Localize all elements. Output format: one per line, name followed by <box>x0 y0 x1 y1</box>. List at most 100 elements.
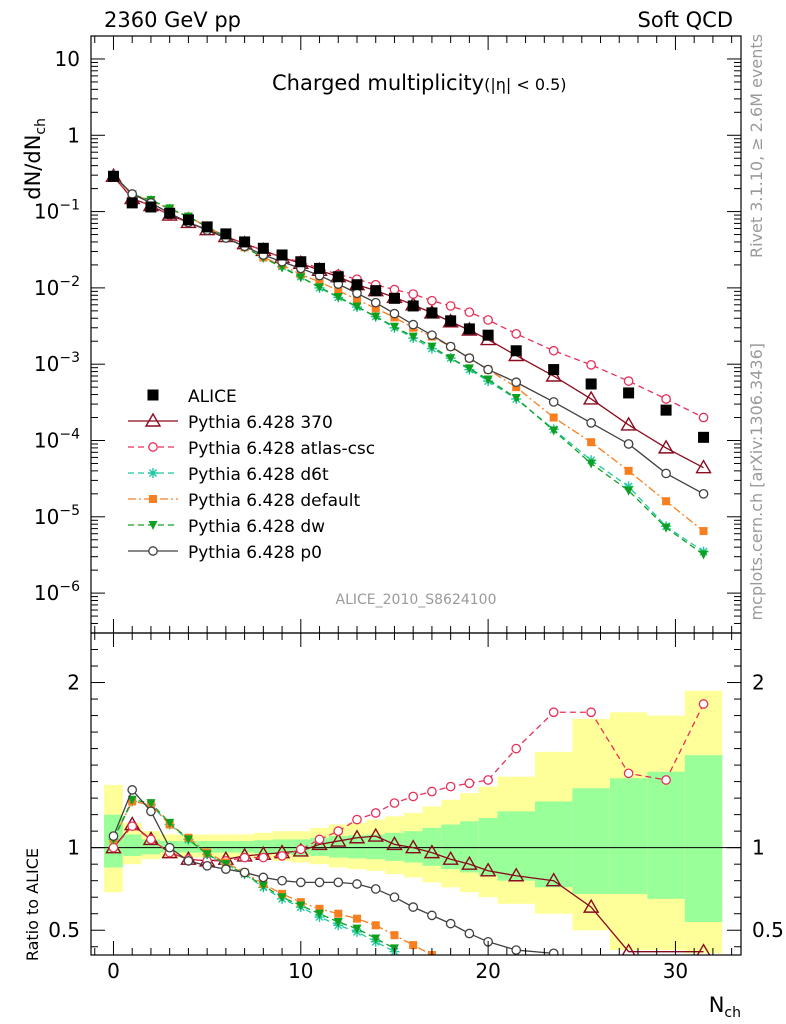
main-series-2-point <box>445 301 456 311</box>
main-series-0-point <box>426 307 438 319</box>
legend-marker <box>148 468 158 478</box>
main-series-2-point <box>586 360 596 370</box>
ratio-series-5-point <box>202 850 212 860</box>
ratio-series-2-point <box>483 775 493 785</box>
main-series-4-point <box>512 383 521 392</box>
x-axis-label-sub: ch <box>724 1005 741 1021</box>
legend-label: ALICE <box>188 387 237 407</box>
ratio-y-tick-label-left: 0.5 <box>48 918 80 942</box>
ratio-panel-frame <box>90 632 742 956</box>
main-y-tick-label-base: 10 <box>55 47 80 71</box>
x-tick-label: 0 <box>107 959 120 983</box>
main-y-tick-label-exp: −2 <box>59 274 80 290</box>
legend-label: Pythia 6.428 d6t <box>188 465 329 485</box>
main-series-5-point <box>408 332 418 342</box>
main-y-axis-label-text: dN/dN <box>21 135 45 200</box>
ratio-series-6-point <box>221 864 231 874</box>
ratio-series-4-point <box>409 941 418 950</box>
main-series-1-point <box>657 439 675 454</box>
ratio-series-5-point <box>352 924 362 934</box>
ratio-y-tick-label-right: 1 <box>752 836 765 860</box>
legend-entry-4: Pythia 6.428 default <box>128 491 361 511</box>
main-series-5-point <box>464 364 474 374</box>
main-series-5-point <box>296 273 306 283</box>
main-series-2-point <box>623 376 634 386</box>
ratio-series-2-point <box>586 707 596 718</box>
main-series-5-point <box>427 342 437 352</box>
legend-label: Pythia 6.428 atlas-csc <box>188 439 375 459</box>
main-series-0 <box>107 170 710 443</box>
main-y-axis-label-sub: ch <box>33 118 49 135</box>
main-series-5-point <box>315 283 325 293</box>
main-y-tick-label: 10−3 <box>34 350 80 376</box>
ratio-series-2-point <box>623 768 634 779</box>
main-y-tick-label-base: 10 <box>34 581 59 605</box>
main-series-5-point <box>352 302 362 312</box>
main-y-tick-label-exp: −4 <box>59 426 80 442</box>
ratio-series-1-point <box>696 943 711 955</box>
main-series-5-point <box>586 459 596 469</box>
ratio-series-2-point <box>408 791 419 802</box>
main-series-2-point <box>661 394 671 404</box>
ratio-series-2-point <box>333 826 344 837</box>
main-series-4-point <box>371 304 380 313</box>
ratio-series-6-point <box>258 872 269 883</box>
ratio-series-2-point <box>661 775 671 785</box>
energy-label: 2360 GeV pp <box>104 8 241 32</box>
main-series-6-point <box>623 439 634 449</box>
ratio-series-6-point <box>202 860 212 871</box>
ratio-series-5-point <box>165 818 175 828</box>
main-series-2-point <box>511 328 522 339</box>
plot-title-suffix: (|η| < 0.5) <box>484 75 566 94</box>
main-y-tick-label-base: 10 <box>34 276 59 300</box>
ratio-series-4-point <box>371 921 380 930</box>
ratio-series-6-point <box>445 918 456 929</box>
main-series-5-point <box>549 426 559 436</box>
ratio-series-6-point <box>183 856 194 866</box>
ratio-y-tick-label-left: 2 <box>67 671 80 695</box>
ratio-series-6-point <box>427 910 437 921</box>
ratio-y-tick-label-right: 0.5 <box>752 918 784 942</box>
main-y-tick-label: 10 <box>55 47 80 71</box>
ratio-series-2-point <box>464 778 475 789</box>
main-y-tick-label-base: 10 <box>34 200 59 224</box>
inner-band-bin <box>647 771 685 899</box>
ratio-series-6-point <box>464 928 475 939</box>
ratio-series-6-point <box>164 842 175 853</box>
main-series-6-point <box>661 468 671 479</box>
main-series-4-point <box>699 527 708 536</box>
ratio-series-1-point <box>621 943 636 955</box>
main-series-3-point <box>623 481 634 492</box>
x-axis-label: Nch <box>709 993 741 1021</box>
ratio-series-2-point <box>698 699 709 709</box>
main-series-5-point <box>389 322 399 332</box>
main-series-1-point <box>695 459 712 474</box>
ratio-series-2-point <box>277 851 287 861</box>
ratio-series-6 <box>108 785 559 955</box>
main-series-4-point <box>662 497 671 506</box>
main-series-6-point <box>548 397 559 407</box>
main-series-0-point <box>126 197 138 209</box>
ratio-series-2-point <box>258 852 269 863</box>
main-series-6-point <box>483 364 493 375</box>
main-series-0-point <box>388 292 400 304</box>
main-series-6-point <box>464 353 475 363</box>
x-tick-label: 10 <box>288 959 313 983</box>
inner-band-bin <box>572 788 610 894</box>
legend-marker <box>144 412 162 427</box>
main-series-2-point <box>483 315 493 325</box>
ratio-series-5 <box>108 795 399 954</box>
main-series-6-point <box>427 330 437 341</box>
main-y-tick-label-base: 1 <box>67 123 80 147</box>
ratio-series-2-point <box>427 786 437 797</box>
ratio-series-5-point <box>146 799 156 809</box>
main-series-6-point <box>127 189 138 199</box>
ratio-y-tick-label-right: 2 <box>752 671 765 695</box>
main-y-tick-label: 10−2 <box>34 274 80 300</box>
main-series-0-point <box>482 329 494 341</box>
legend-entry-2: Pythia 6.428 atlas-csc <box>128 439 375 459</box>
ratio-series-6-point <box>511 945 522 955</box>
main-series-0-point <box>145 201 157 213</box>
rivet-version-label: Rivet 3.1.10, ≥ 2.6M events <box>747 34 766 258</box>
ratio-uncertainty-bands <box>104 690 723 954</box>
